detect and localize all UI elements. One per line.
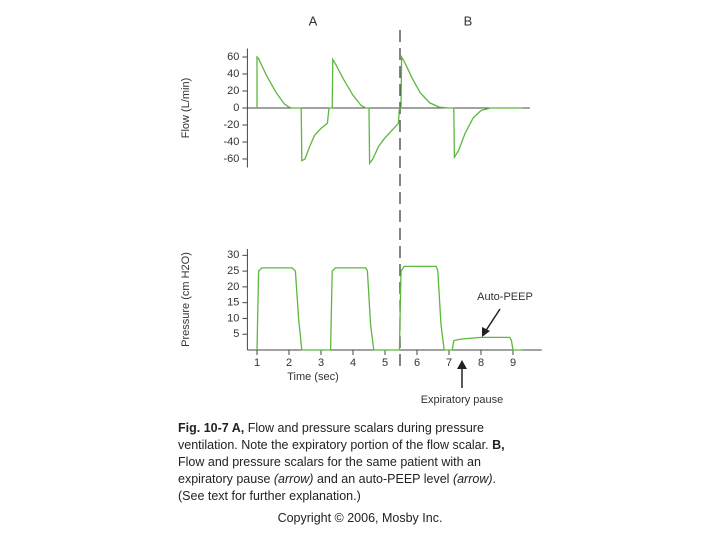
- y-tick-label: 5: [233, 328, 239, 340]
- caption-text: Flow and pressure scalars for the same p…: [178, 455, 481, 469]
- y-tick-label: 0: [233, 102, 239, 114]
- x-tick-label: 1: [254, 357, 260, 369]
- x-tick-label: 3: [318, 357, 324, 369]
- copyright: Copyright © 2006, Mosby Inc.: [277, 511, 443, 525]
- y-tick-label: 15: [227, 297, 239, 309]
- y-tick-label: 40: [227, 68, 239, 80]
- panel-label: B: [464, 13, 473, 28]
- caption: Fig. 10-7 A, Flow and pressure scalars d…: [178, 420, 505, 505]
- arrow: [484, 308, 501, 333]
- arrow-head: [457, 360, 467, 369]
- series-line: [256, 265, 523, 351]
- annotation: Expiratory pause: [421, 394, 504, 406]
- y-axis-label: Flow (L/min): [180, 78, 192, 139]
- x-tick-label: 5: [382, 357, 388, 369]
- x-tick-label: 8: [478, 357, 484, 369]
- caption-text: and an auto-PEEP level: [313, 472, 453, 486]
- caption-line: Fig. 10-7 A, Flow and pressure scalars d…: [178, 420, 505, 437]
- y-tick-label: 60: [227, 51, 239, 63]
- caption-line: Flow and pressure scalars for the same p…: [178, 454, 505, 471]
- annotation: Auto-PEEP: [477, 291, 533, 303]
- y-tick-label: -40: [223, 136, 239, 148]
- x-tick-label: 9: [510, 357, 516, 369]
- x-tick-label: 4: [350, 357, 356, 369]
- y-tick-label: 20: [227, 85, 239, 97]
- caption-text: (arrow): [273, 472, 314, 486]
- panel-label: A: [309, 13, 318, 28]
- y-axis-label: Pressure (cm H2O): [180, 252, 192, 347]
- x-axis-label: Time (sec): [287, 371, 339, 383]
- y-tick-label: 25: [227, 265, 239, 277]
- y-tick-label: 20: [227, 281, 239, 293]
- caption-text: ventilation. Note the expiratory portion…: [178, 438, 493, 452]
- caption-text: Fig. 10-7 A,: [178, 421, 245, 435]
- arrow-head: [482, 327, 490, 337]
- caption-text: .: [492, 472, 497, 486]
- y-tick-label: 10: [227, 312, 239, 324]
- y-tick-label: 30: [227, 249, 239, 261]
- caption-line: expiratory pause (arrow) and an auto-PEE…: [178, 471, 505, 488]
- caption-text: Flow and pressure scalars during pressur…: [244, 421, 484, 435]
- caption-text: (arrow): [452, 472, 493, 486]
- caption-line: ventilation. Note the expiratory portion…: [178, 437, 505, 454]
- x-tick-label: 2: [286, 357, 292, 369]
- caption-text: expiratory pause: [178, 472, 274, 486]
- caption-line: (See text for further explanation.): [178, 488, 505, 505]
- caption-text: (See text for further explanation.): [178, 489, 361, 503]
- x-tick-label: 7: [446, 357, 452, 369]
- x-tick-label: 6: [414, 357, 420, 369]
- series-line: [256, 54, 523, 166]
- y-tick-label: -20: [223, 119, 239, 131]
- caption-text: B,: [492, 438, 505, 452]
- y-tick-label: -60: [223, 153, 239, 165]
